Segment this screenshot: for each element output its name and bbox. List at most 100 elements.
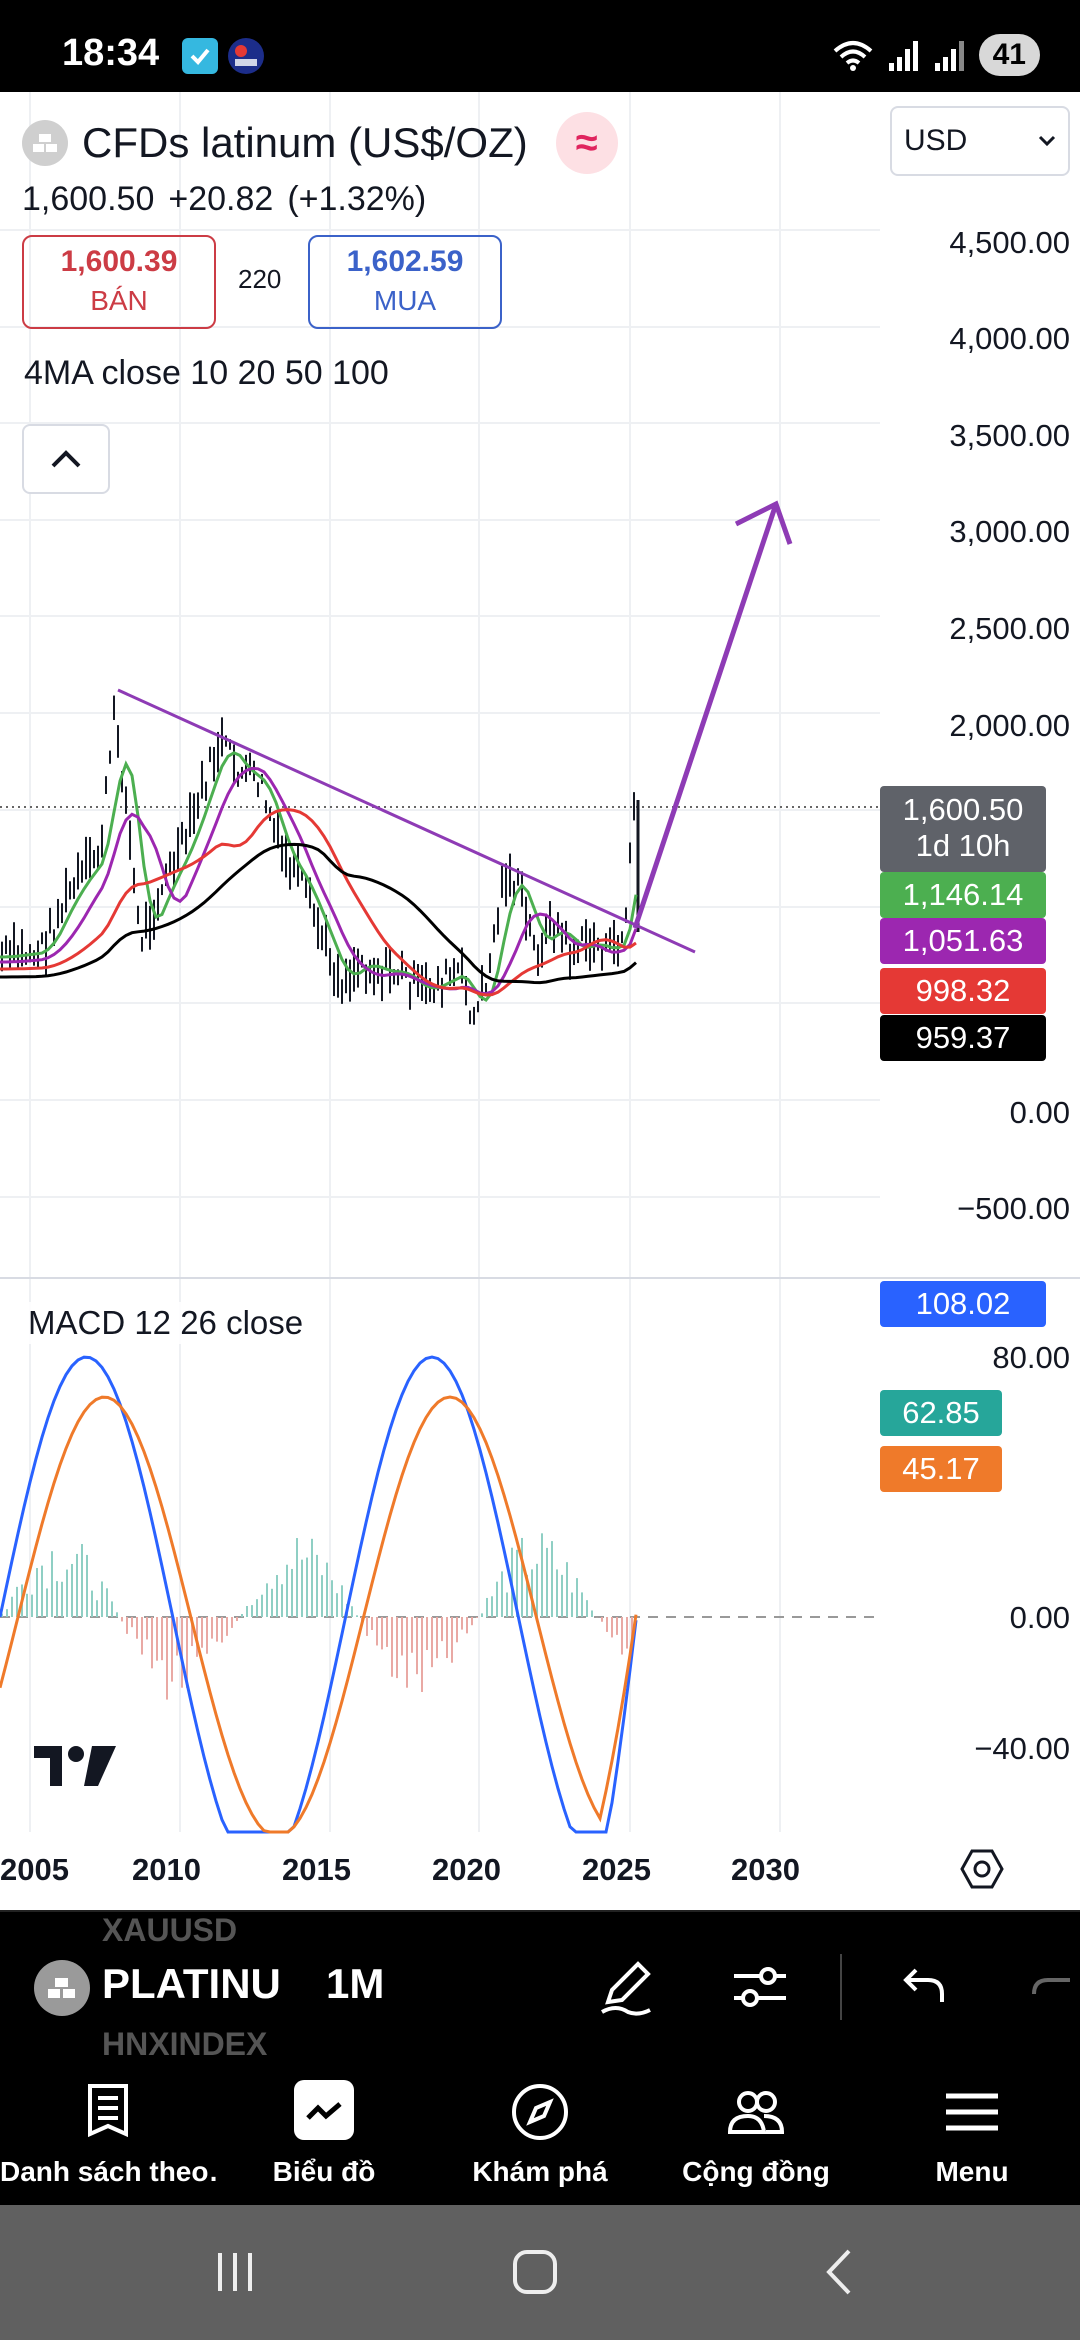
currency-value: USD	[904, 124, 968, 157]
wifi-icon	[833, 41, 872, 71]
time-axis-label: 2015	[282, 1852, 351, 1887]
time-axis-label: 2025	[582, 1852, 651, 1887]
drawing-pen-icon[interactable]	[594, 1954, 658, 2018]
time-axis-label: 2005	[0, 1852, 69, 1887]
symbol-name[interactable]: CFDs latinum (US$/OZ)	[82, 119, 528, 166]
nav-label: Danh sách theo…	[0, 2156, 216, 2187]
tradingview-logo	[34, 1746, 116, 1786]
time-axis-label: 2020	[432, 1852, 501, 1887]
price-axis-label: 4,000.00	[949, 321, 1070, 356]
symbol-header[interactable]: CFDs latinum (US$/OZ) ≈	[22, 112, 618, 174]
ma20-line	[0, 766, 638, 996]
macd-signal-tag: 45.17	[880, 1446, 1002, 1492]
price-axis-label: 2,500.00	[949, 611, 1070, 646]
price-axis-label: 2,000.00	[949, 708, 1070, 743]
back-icon[interactable]	[815, 2247, 865, 2297]
macd-line	[0, 1355, 638, 1834]
nav-active-indicator	[294, 2080, 354, 2140]
notification-icons	[182, 38, 264, 74]
indicator-settings-icon[interactable]	[728, 1954, 792, 2018]
wave-badge-icon[interactable]: ≈	[555, 112, 618, 174]
bid-value: 1,600.39	[60, 245, 178, 278]
current-price-value: 1,600.50	[902, 792, 1024, 827]
price-axis-label: 3,000.00	[949, 514, 1070, 549]
nav-label: Biểu đồ	[272, 2156, 376, 2187]
nav-community[interactable]: Cộng đồng	[648, 2060, 864, 2205]
time-axis-label: 2030	[731, 1852, 800, 1887]
price-change-pct: (+1.32%)	[287, 180, 427, 218]
time-axis-label: 2010	[132, 1852, 201, 1887]
check-app-icon	[182, 38, 218, 74]
chart-toolbar: XAUUSD PLATINUM HNXINDEX 1M	[0, 1910, 1080, 2062]
ask-value: 1,602.59	[346, 245, 464, 278]
chevron-down-icon	[1038, 135, 1056, 147]
ma50-tag: 998.32	[880, 968, 1046, 1014]
home-icon[interactable]	[510, 2247, 560, 2297]
price-change-line: 1,600.50 +20.82 (+1.32%)	[22, 180, 440, 219]
macd-histogram-tag: 108.02	[880, 1281, 1046, 1327]
ma50-line	[0, 808, 637, 997]
undo-icon[interactable]	[890, 1954, 954, 2018]
status-bar: 18:34 41	[0, 0, 1080, 92]
ma100-tag: 959.37	[880, 1015, 1046, 1061]
currency-select[interactable]: USD	[890, 106, 1070, 176]
nav-menu[interactable]: Menu	[864, 2060, 1080, 2205]
macd-axis-label: 80.00	[992, 1340, 1070, 1375]
battery-indicator: 41	[978, 34, 1040, 76]
symbol-logo-icon[interactable]	[34, 1960, 90, 2016]
chart-icon	[306, 2102, 342, 2120]
nav-chart[interactable]: Biểu đồ	[216, 2060, 432, 2205]
recent-apps-icon[interactable]	[210, 2247, 260, 2297]
ma100-line	[0, 842, 637, 985]
chart-area[interactable]: CFDs latinum (US$/OZ) ≈ 1,600.50 +20.82 (+…	[0, 92, 1080, 1910]
symbol-scroll-next[interactable]: HNXINDEX	[102, 2026, 268, 2062]
macd-axis-label: −40.00	[974, 1731, 1070, 1766]
chart-canvas[interactable]	[0, 92, 1080, 1910]
watchlist-icon	[88, 2084, 128, 2138]
symbol-scroll-prev[interactable]: XAUUSD	[102, 1912, 238, 1948]
indicator-legend[interactable]: 4MA close 10 20 50 100	[24, 354, 389, 392]
signal-icon-2	[934, 41, 964, 71]
redo-icon[interactable]	[1030, 1954, 1080, 2018]
last-price: 1,600.50	[22, 180, 155, 218]
bid-label: BÁN	[90, 285, 148, 316]
price-axis-label: 3,500.00	[949, 418, 1070, 453]
nav-label: Cộng đồng	[682, 2156, 830, 2187]
gold-bars-icon	[22, 120, 68, 166]
price-change: +20.82	[168, 180, 274, 218]
toolbar-divider	[840, 1954, 842, 2020]
macd-axis-label: 0.00	[1009, 1600, 1070, 1635]
macd-legend[interactable]: MACD 12 26 close	[24, 1302, 308, 1344]
status-right: 41	[831, 34, 1040, 76]
trendline-drawing	[117, 688, 696, 954]
chevron-up-icon	[51, 450, 81, 468]
nav-label: Menu	[935, 2156, 1009, 2187]
menu-icon	[946, 2093, 998, 2131]
nav-label: Khám phá	[472, 2156, 608, 2187]
signal-icon-1	[888, 41, 918, 71]
price-axis-label: 4,500.00	[949, 225, 1070, 260]
buy-button[interactable]: 1,602.59 MUA	[308, 235, 502, 329]
sell-button[interactable]: 1,600.39 BÁN	[22, 235, 216, 329]
bar-countdown: 1d 10h	[915, 828, 1011, 863]
mbs-app-icon	[228, 38, 264, 74]
collapse-legend-button[interactable]	[22, 424, 110, 494]
ma20-tag: 1,051.63	[880, 918, 1046, 964]
price-axis-label: 0.00	[1009, 1095, 1070, 1130]
community-icon	[727, 2091, 785, 2134]
current-price-tag: 1,600.50 1d 10h	[880, 786, 1046, 872]
nav-watchlist[interactable]: Danh sách theo…	[0, 2060, 216, 2205]
status-time: 18:34	[62, 32, 160, 74]
nav-explore[interactable]: Khám phá	[432, 2060, 648, 2205]
ma10-line	[0, 751, 638, 1002]
ma10-tag: 1,146.14	[880, 872, 1046, 918]
chart-settings-icon[interactable]	[960, 1847, 1004, 1891]
arrow-drawing	[632, 500, 793, 929]
system-nav-bar	[0, 2205, 1080, 2340]
macd-line-tag: 62.85	[880, 1390, 1002, 1436]
interval-picker[interactable]: 1M	[326, 1960, 385, 2007]
ask-label: MUA	[373, 285, 437, 316]
compass-icon	[512, 2084, 568, 2140]
symbol-picker[interactable]: PLATINUM	[102, 1960, 282, 2007]
macd-signal-line	[0, 1395, 638, 1834]
